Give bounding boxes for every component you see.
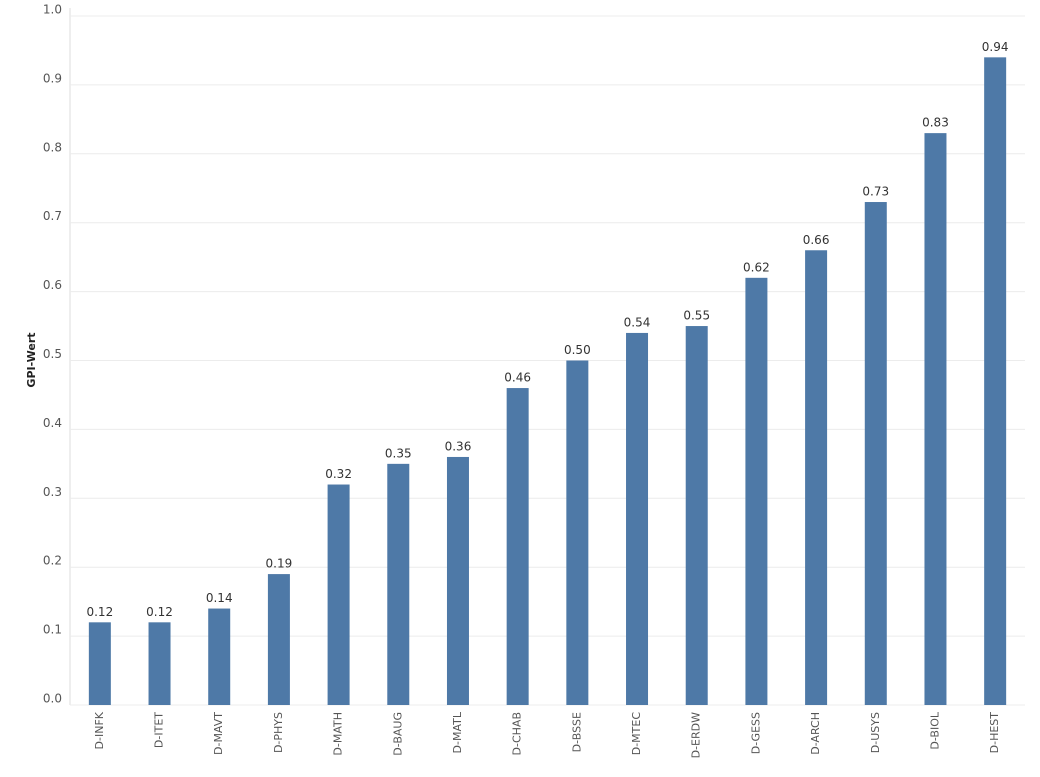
value-label: 0.12: [86, 605, 113, 619]
x-tick-label: D-ITET: [153, 712, 166, 748]
y-tick-label: 0.0: [43, 692, 62, 706]
x-tick-label: D-MATL: [451, 711, 464, 753]
value-label: 0.50: [564, 343, 591, 357]
bar: [506, 388, 529, 705]
y-tick-label: 0.3: [43, 485, 62, 499]
x-tick-label: D-MATH: [332, 712, 345, 756]
bar: [267, 574, 290, 705]
y-tick-label: 0.8: [43, 140, 62, 154]
x-tick-label: D-HEST: [988, 712, 1001, 754]
y-axis-title: GPI-Wert: [25, 332, 38, 387]
bar: [446, 456, 469, 705]
value-label: 0.46: [504, 371, 531, 385]
value-label: 0.35: [385, 446, 412, 460]
y-tick-label: 0.7: [43, 209, 62, 223]
x-tick-label: D-ARCH: [809, 712, 822, 755]
x-tick-label: D-PHYS: [272, 712, 285, 753]
x-tick-label: D-INFK: [93, 711, 106, 749]
bar: [327, 484, 350, 705]
value-label: 0.55: [683, 309, 710, 323]
y-tick-label: 0.4: [43, 416, 62, 430]
x-tick-label: D-ERDW: [690, 712, 703, 759]
bar: [566, 360, 589, 705]
y-tick-label: 0.2: [43, 554, 62, 568]
x-tick-label: D-CHAB: [511, 712, 524, 755]
bar: [805, 250, 828, 705]
bar: [864, 202, 887, 705]
value-label: 0.62: [743, 260, 770, 274]
value-label: 0.94: [982, 40, 1009, 54]
value-label: 0.73: [862, 185, 889, 199]
bar: [924, 133, 947, 705]
bar: [208, 608, 231, 705]
x-tick-label: D-GESS: [749, 712, 762, 754]
value-label: 0.36: [445, 439, 472, 453]
y-tick-label: 0.1: [43, 623, 62, 637]
bar: [626, 332, 649, 705]
value-label: 0.19: [266, 557, 293, 571]
value-label: 0.66: [803, 233, 830, 247]
bar: [984, 57, 1007, 705]
value-label: 0.54: [624, 315, 651, 329]
y-tick-label: 1.0: [43, 3, 62, 17]
x-tick-label: D-BIOL: [928, 711, 941, 749]
x-tick-label: D-BSSE: [570, 712, 583, 752]
y-tick-label: 0.9: [43, 71, 62, 85]
bar: [387, 463, 410, 705]
x-tick-label: D-MTEC: [630, 712, 643, 756]
y-tick-label: 0.5: [43, 347, 62, 361]
x-tick-label: D-USYS: [869, 712, 882, 753]
x-tick-label: D-BAUG: [391, 712, 404, 756]
bar: [148, 622, 171, 705]
value-label: 0.14: [206, 591, 233, 605]
bar: [745, 277, 768, 705]
value-label: 0.83: [922, 116, 949, 130]
y-tick-label: 0.6: [43, 278, 62, 292]
x-tick-label: D-MAVT: [212, 712, 225, 755]
value-label: 0.32: [325, 467, 352, 481]
bar: [685, 326, 708, 705]
bar: [88, 622, 111, 705]
value-label: 0.12: [146, 605, 173, 619]
